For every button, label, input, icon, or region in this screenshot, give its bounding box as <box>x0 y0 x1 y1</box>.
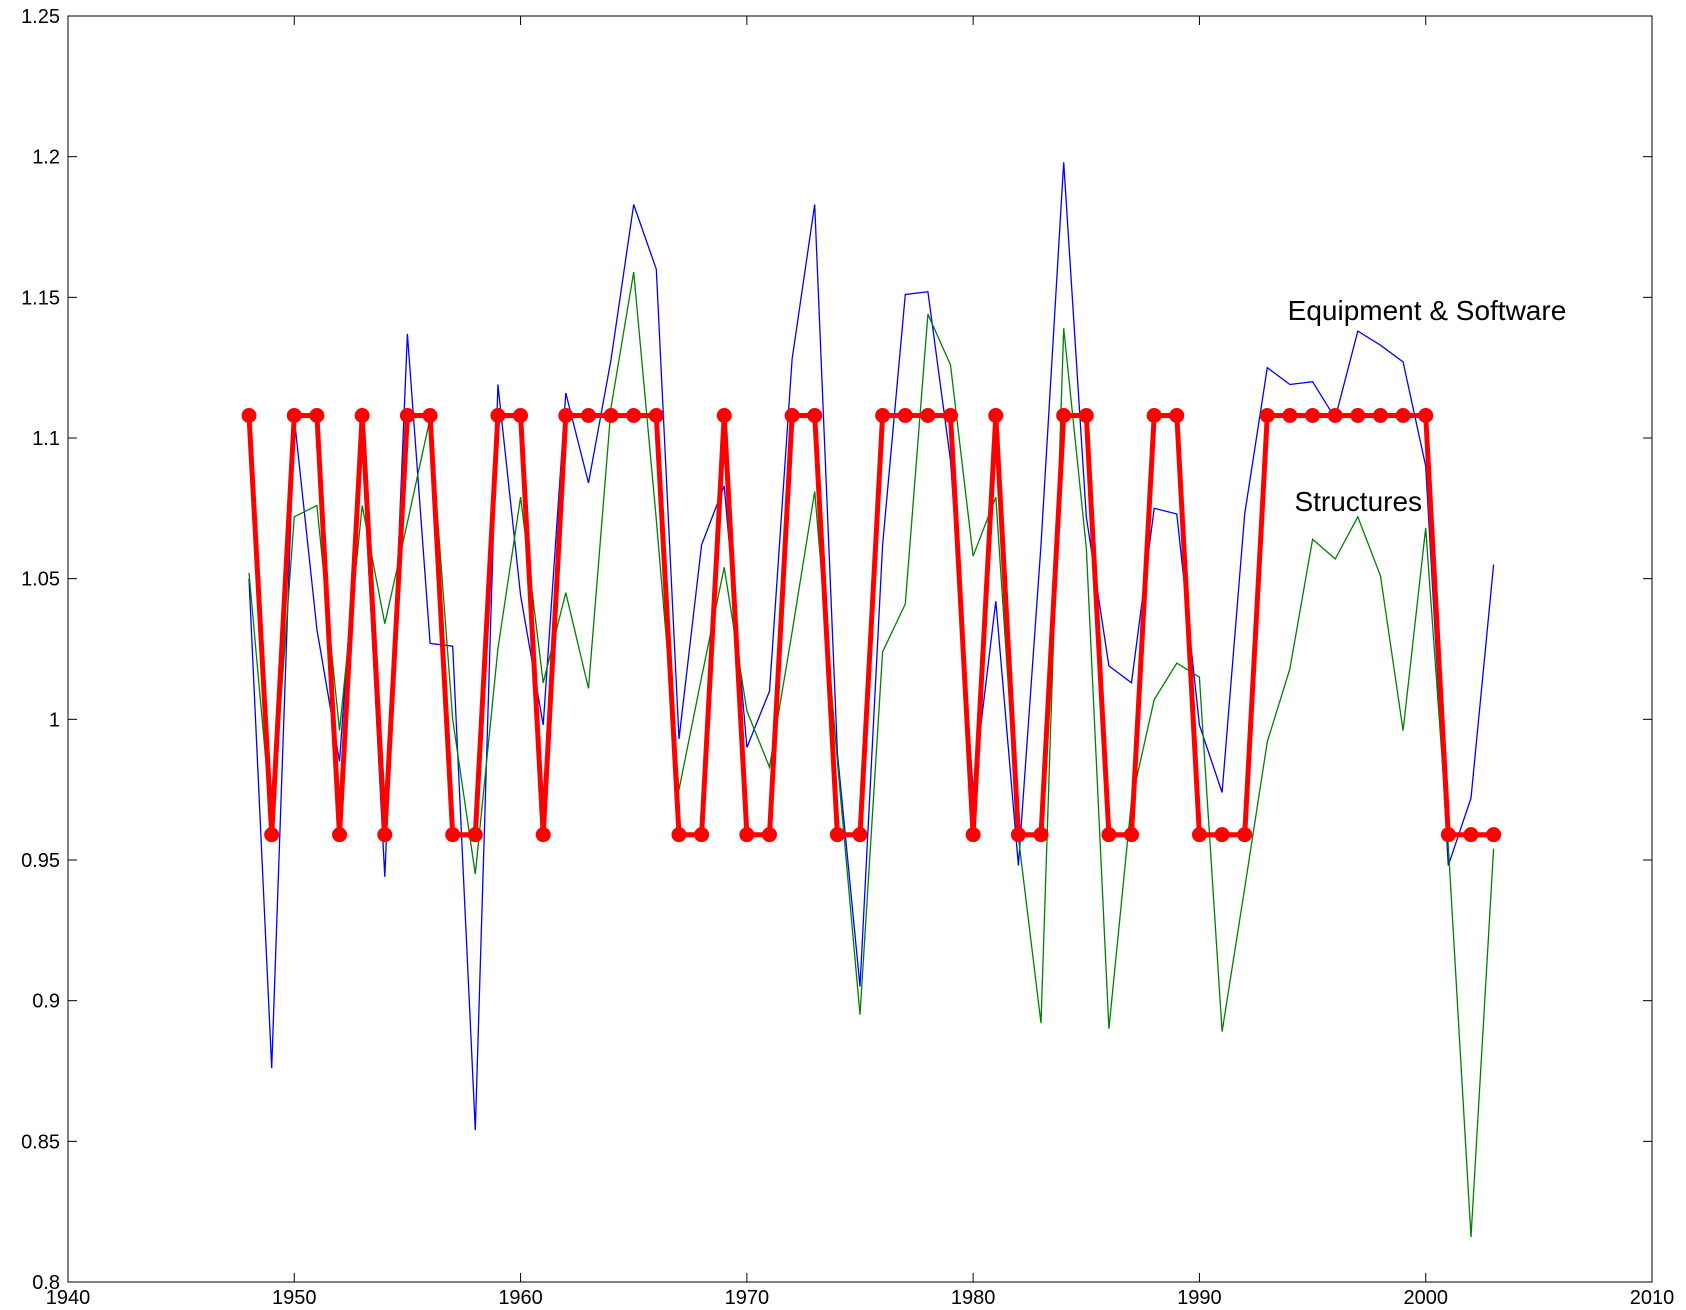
x-tick-label: 1970 <box>725 1287 770 1309</box>
series-point <box>1350 407 1366 423</box>
series-point <box>1395 407 1411 423</box>
series-point <box>603 407 619 423</box>
series-point <box>535 827 551 843</box>
series-point <box>1191 827 1207 843</box>
series-point <box>1010 827 1026 843</box>
series-point <box>807 407 823 423</box>
series-point <box>241 407 257 423</box>
y-tick-label: 0.95 <box>21 850 60 872</box>
y-tick-label: 1.05 <box>21 569 60 591</box>
series-point <box>1078 407 1094 423</box>
series-point <box>309 407 325 423</box>
series-point <box>445 827 461 843</box>
series-point <box>332 827 348 843</box>
series-point <box>286 407 302 423</box>
series-point <box>784 407 800 423</box>
series-point <box>943 407 959 423</box>
annotation-label: Equipment & Software <box>1288 295 1567 326</box>
series-point <box>558 407 574 423</box>
series-point <box>1124 827 1140 843</box>
tick-layer: 1940 1950 1960 1970 1980 1990 2000 2010 0.8 0.85 0… <box>21 6 1674 1309</box>
y-tick-label: 0.8 <box>32 1272 60 1294</box>
annotation-layer: Equipment & Software Structures <box>1288 295 1567 517</box>
plot-frame <box>67 15 1653 1283</box>
x-tick-label: 1960 <box>498 1287 543 1309</box>
annotation-label: Structures <box>1294 486 1422 517</box>
series-line-equipment-software <box>248 162 1495 1131</box>
series-point <box>1169 407 1185 423</box>
series-point <box>264 827 280 843</box>
x-tick-label: 1940 <box>46 1287 91 1309</box>
series-point <box>671 827 687 843</box>
series-point <box>1486 827 1502 843</box>
series-point <box>490 407 506 423</box>
x-tick-label: 2010 <box>1630 1287 1675 1309</box>
series-point <box>1237 827 1253 843</box>
x-tick-label: 1990 <box>1177 1287 1222 1309</box>
series-point <box>716 407 732 423</box>
series-point <box>399 407 415 423</box>
y-tick-label: 0.85 <box>21 1131 60 1153</box>
series-point <box>467 827 483 843</box>
series-point <box>1440 827 1456 843</box>
series-point <box>354 407 370 423</box>
series-point <box>1214 827 1230 843</box>
x-tick-label: 1980 <box>951 1287 996 1309</box>
y-tick-label: 1 <box>49 709 60 731</box>
series-equipment-software <box>248 162 1495 1131</box>
y-tick-label: 1.1 <box>32 428 60 450</box>
series-point <box>897 407 913 423</box>
series-point <box>626 407 642 423</box>
series-point <box>1372 407 1388 423</box>
series-point <box>1305 407 1321 423</box>
series-layer <box>241 162 1502 1238</box>
x-tick-label: 2000 <box>1403 1287 1448 1309</box>
series-point <box>875 407 891 423</box>
series-point <box>1033 827 1049 843</box>
y-tick-label: 1.15 <box>21 287 60 309</box>
series-point <box>1056 407 1072 423</box>
series-point <box>1146 407 1162 423</box>
y-tick-label: 0.9 <box>32 991 60 1013</box>
series-structures <box>248 271 1495 1238</box>
series-point <box>1282 407 1298 423</box>
series-point <box>422 407 438 423</box>
series-point <box>988 407 1004 423</box>
series-point <box>1463 827 1479 843</box>
series-point <box>694 827 710 843</box>
series-point <box>829 827 845 843</box>
x-tick-label: 1950 <box>272 1287 317 1309</box>
series-regime-indicator <box>241 407 1502 843</box>
series-point <box>580 407 596 423</box>
series-point <box>920 407 936 423</box>
series-point <box>513 407 529 423</box>
series-point <box>1418 407 1434 423</box>
series-point <box>1101 827 1117 843</box>
series-point <box>1259 407 1275 423</box>
series-point <box>761 827 777 843</box>
series-point <box>965 827 981 843</box>
series-point <box>377 827 393 843</box>
series-point <box>648 407 664 423</box>
series-point <box>739 827 755 843</box>
y-tick-label: 1.2 <box>32 147 60 169</box>
series-point <box>852 827 868 843</box>
series-point <box>1327 407 1343 423</box>
series-line-structures <box>248 271 1495 1238</box>
y-tick-label: 1.25 <box>21 6 60 28</box>
